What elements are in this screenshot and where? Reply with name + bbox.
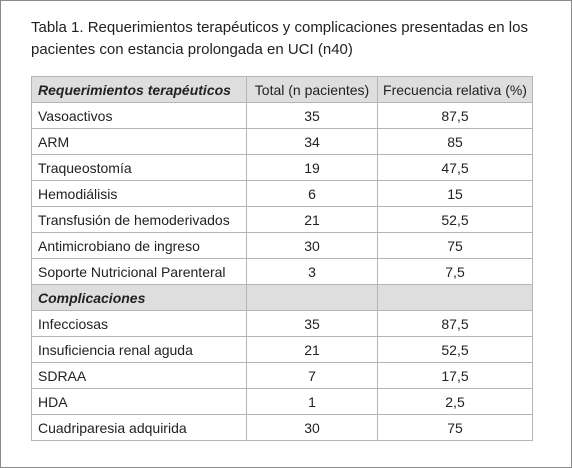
table-row: SDRAA 7 17,5	[31, 362, 533, 389]
table-cell: ARM	[31, 128, 247, 155]
table-cell: 85	[377, 128, 533, 155]
table-cell: 87,5	[377, 310, 533, 337]
table-cell: Frecuencia relativa (%)	[377, 76, 533, 103]
caption: Tabla 1. Requerimientos terapéuticos y c…	[31, 19, 528, 58]
table-cell: Insuficiencia renal aguda	[31, 336, 247, 363]
table-cell: 75	[377, 232, 533, 259]
table-row: Infecciosas 35 87,5	[31, 310, 533, 337]
table-cell: 17,5	[377, 362, 533, 389]
table-cell: Antimicrobiano de ingreso	[31, 232, 247, 259]
table-cell: Transfusión de hemoderivados	[31, 206, 247, 233]
table-row: Hemodiálisis 6 15	[31, 180, 533, 207]
header-row: Requerimientos terapéuticos Total (n paci…	[31, 76, 533, 103]
table-cell: HDA	[31, 388, 247, 415]
table-cell: 35	[246, 310, 378, 337]
table-cell: 35	[246, 102, 378, 129]
table-cell: 7,5	[377, 258, 533, 285]
table-cell: Vasoactivos	[31, 102, 247, 129]
table-cell: Hemodiálisis	[31, 180, 247, 207]
table-cell: Cuadriparesia adquirida	[31, 414, 247, 441]
table-row: ARM 34 85	[31, 128, 533, 155]
table-cell: 52,5	[377, 336, 533, 363]
table-row: Soporte Nutricional Parenteral 3 7,5	[31, 258, 533, 285]
table-cell: 2,5	[377, 388, 533, 415]
table-row: HDA 1 2,5	[31, 388, 533, 415]
table-cell: SDRAA	[31, 362, 247, 389]
table-cell: 7	[246, 362, 378, 389]
data-table: Requerimientos terapéuticos Total (n paci…	[31, 76, 533, 441]
section-row: Complicaciones	[31, 284, 533, 311]
table-cell: 87,5	[377, 102, 533, 129]
table-cell: Soporte Nutricional Parenteral	[31, 258, 247, 285]
table-cell: Requerimientos terapéuticos	[31, 76, 247, 103]
table-row: Vasoactivos 35 87,5	[31, 102, 533, 129]
table-cell: 21	[246, 336, 378, 363]
table-cell: 1	[246, 388, 378, 415]
table-cell: 34	[246, 128, 378, 155]
table-cell: Complicaciones	[31, 284, 247, 311]
table-cell: 19	[246, 154, 378, 181]
table-cell: 52,5	[377, 206, 533, 233]
table-cell: 47,5	[377, 154, 533, 181]
table-row: Antimicrobiano de ingreso 30 75	[31, 232, 533, 259]
table-cell	[377, 284, 533, 311]
table-cell	[246, 284, 378, 311]
table-cell: 15	[377, 180, 533, 207]
table-cell: 30	[246, 232, 378, 259]
table-cell: 3	[246, 258, 378, 285]
table-row: Transfusión de hemoderivados 21 52,5	[31, 206, 533, 233]
table-row: Cuadriparesia adquirida 30 75	[31, 414, 533, 441]
table-cell: 6	[246, 180, 378, 207]
table-cell: Infecciosas	[31, 310, 247, 337]
table-row: Traqueostomía 19 47,5	[31, 154, 533, 181]
table-cell: 75	[377, 414, 533, 441]
table-cell: Traqueostomía	[31, 154, 247, 181]
table-row: Insuficiencia renal aguda 21 52,5	[31, 336, 533, 363]
table-cell: Total (n pacientes)	[246, 76, 378, 103]
table-cell: 21	[246, 206, 378, 233]
table-cell: 30	[246, 414, 378, 441]
